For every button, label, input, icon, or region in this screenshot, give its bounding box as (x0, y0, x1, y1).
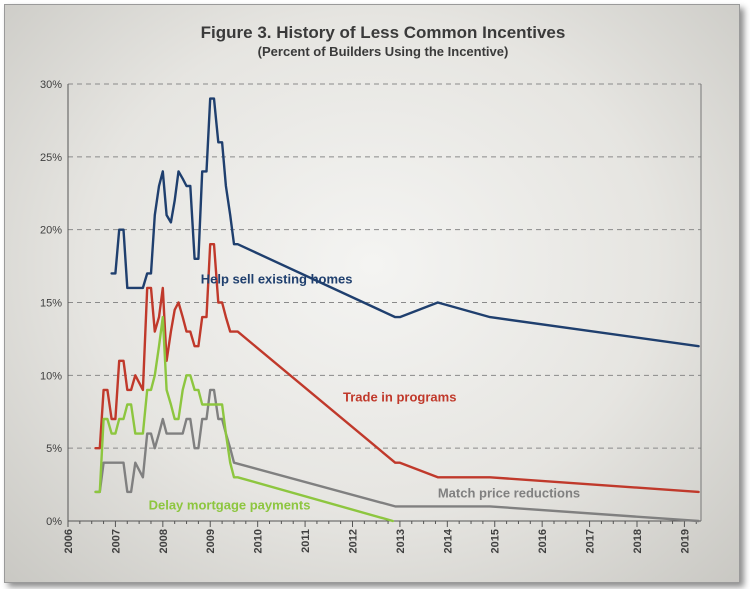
y-tick-label: 5% (46, 443, 62, 455)
grid-lines (68, 83, 701, 449)
x-tick-label: 2006 (63, 529, 75, 553)
y-tick-label: 10% (40, 370, 62, 382)
x-tick-label: 2010 (253, 529, 265, 553)
x-tick-label: 2014 (442, 528, 454, 553)
chart-subtitle: (Percent of Builders Using the Incentive… (258, 44, 509, 59)
y-tick-label: 25% (40, 152, 62, 164)
series-lines (94, 97, 700, 523)
series-label: Match price reductions (438, 486, 580, 501)
x-tick-label: 2017 (585, 529, 597, 553)
series-line (94, 315, 394, 523)
series-line (110, 97, 700, 348)
series-label: Trade in programs (343, 390, 456, 405)
x-tick-label: 2018 (632, 529, 644, 553)
x-tick-label: 2008 (158, 529, 170, 553)
series-label: Help sell existing homes (201, 272, 353, 287)
y-tick-label: 30% (40, 79, 62, 91)
y-tick-label: 20% (40, 225, 62, 237)
x-tick-label: 2012 (347, 529, 359, 553)
y-tick-label: 0% (46, 516, 62, 528)
tick-labels: 0% 5% 10% 15% 20% 25% 30% 2006 2007 2008 2009 2010 2… (40, 79, 691, 553)
chart-title: Figure 3. History of Less Common Incenti… (201, 23, 566, 42)
y-tick-label: 15% (40, 298, 62, 310)
x-tick-label: 2007 (110, 529, 122, 553)
x-tick-label: 2016 (537, 529, 549, 553)
series-label: Delay mortgage payments (149, 497, 311, 512)
x-tick-label: 2009 (205, 529, 217, 553)
series-labels: Help sell existing homes Trade in program… (149, 272, 581, 513)
x-tick-label: 2019 (679, 529, 691, 553)
x-tick-label: 2011 (300, 529, 312, 553)
axes (67, 84, 702, 527)
x-tick-label: 2013 (395, 529, 407, 553)
x-tick-label: 2015 (490, 529, 502, 553)
series-line (94, 243, 700, 494)
